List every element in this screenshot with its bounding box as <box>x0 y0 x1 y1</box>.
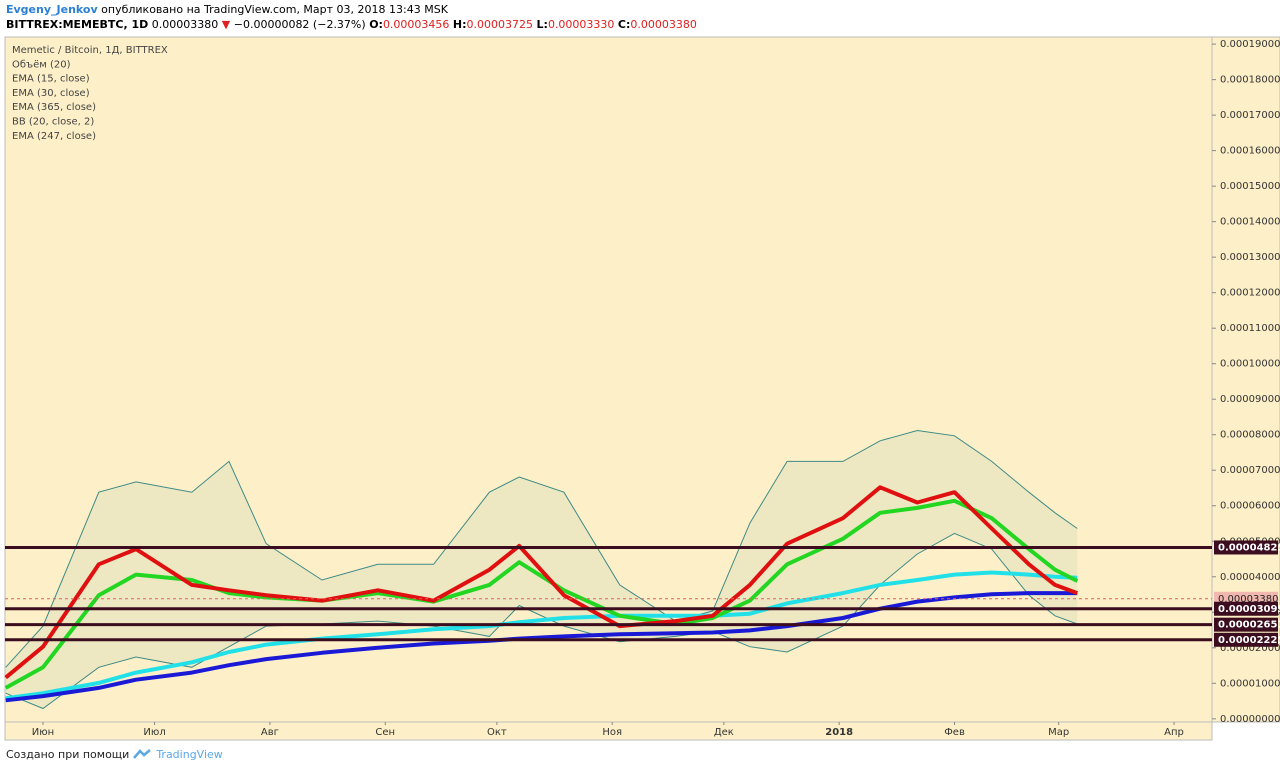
x-tick-label: Фев <box>944 727 965 738</box>
symbol-line: BITTREX:MEMEBTC, 1D 0.00003380 ▼ −0.0000… <box>6 18 697 31</box>
level-tag <box>1214 540 1278 555</box>
ema-line <box>5 570 1078 701</box>
y-tick-label: 0.00019000 <box>1220 39 1280 50</box>
plot: 0.000000000.000010000.000020000.00003000… <box>4 39 1280 738</box>
level-tag-label: 0.00004825 <box>1218 542 1280 553</box>
last: 0.00003380 <box>151 18 219 31</box>
c-label: C: <box>617 18 631 31</box>
y-tick-label: 0.00011000 <box>1220 323 1280 334</box>
publish-line: Evgeny_Jenkov опубликовано на TradingVie… <box>6 3 448 16</box>
x-tick-label: Июн <box>32 727 54 738</box>
time-axis <box>4 721 1213 741</box>
legend-entry: EMA (365, close) <box>12 102 96 113</box>
y-tick-label: 0.00013000 <box>1220 252 1280 263</box>
legend-entry: Объём (20) <box>12 59 71 70</box>
x-tick-label: Ноя <box>602 727 622 738</box>
chart: 0.000000000.000010000.000020000.00003000… <box>4 36 1280 741</box>
y-tick-label: 0.00009000 <box>1220 394 1280 405</box>
open: 0.00003456 <box>382 18 450 31</box>
y-tick-label: 0.00004000 <box>1220 572 1280 583</box>
level-tag-label: 0.00003099 <box>1218 604 1280 615</box>
legend-entry: BB (20, close, 2) <box>12 117 94 128</box>
y-tick-label: 0.00007000 <box>1220 465 1280 476</box>
y-tick-label: 0.00015000 <box>1220 181 1280 192</box>
x-tick-label: Сен <box>375 727 395 738</box>
change: −0.00000082 (−2.37%) <box>233 18 366 31</box>
x-tick-label: Авг <box>261 727 279 738</box>
published: опубликовано на TradingView.com, Март 03… <box>101 3 448 16</box>
level-tag <box>1214 617 1278 632</box>
y-tick-label: 0.00016000 <box>1220 146 1280 157</box>
y-tick-label: 0.00017000 <box>1220 110 1280 121</box>
ema-line <box>4 485 1078 680</box>
y-tick-label: 0.00008000 <box>1220 430 1280 441</box>
l-label: L: <box>536 18 548 31</box>
x-tick-label: Мар <box>1048 727 1069 738</box>
level-tag-label: 0.00002225 <box>1218 635 1280 646</box>
footer-text: Создано при помощи <box>6 748 130 761</box>
legend-entry: EMA (247, close) <box>12 131 96 142</box>
symbol: BITTREX:MEMEBTC, 1D <box>6 18 149 31</box>
x-tick-label: Дек <box>714 727 734 738</box>
o-label: O: <box>369 18 383 31</box>
ema-line <box>4 498 1079 690</box>
x-tick-label: 2018 <box>825 727 853 738</box>
x-tick-label: Июл <box>143 727 165 738</box>
down-arrow: ▼ <box>221 18 231 31</box>
x-tick-label: Апр <box>1164 727 1184 738</box>
y-tick-label: 0.00012000 <box>1220 288 1280 299</box>
low: 0.00003330 <box>547 18 615 31</box>
level-tag <box>1214 601 1278 616</box>
y-tick-label: 0.00001000 <box>1220 678 1280 689</box>
level-tag <box>1214 632 1278 647</box>
footer: Создано при помощи TradingView <box>6 746 223 761</box>
level-tag-label: 0.00002651 <box>1218 620 1280 631</box>
brand[interactable]: TradingView <box>156 748 223 761</box>
x-tick-label: Окт <box>487 727 507 738</box>
price-tag-label: 0.00003380 <box>1218 594 1278 605</box>
y-tick-label: 0.00014000 <box>1220 217 1280 228</box>
logo <box>132 749 151 759</box>
author[interactable]: Evgeny_Jenkov <box>6 3 98 16</box>
y-tick-label: 0.00010000 <box>1220 359 1280 370</box>
y-tick-label: 0.00018000 <box>1220 75 1280 86</box>
bb-upper <box>5 429 1078 668</box>
y-tick-label: 0.00000000 <box>1220 714 1280 725</box>
close: 0.00003380 <box>630 18 697 31</box>
y-tick-label: 0.00006000 <box>1220 501 1280 512</box>
legend-entry: Memetic / Bitcoin, 1Д, BITTREX <box>12 45 168 56</box>
high: 0.00003725 <box>466 18 534 31</box>
legend: Memetic / Bitcoin, 1Д, BITTREX Объём (20)… <box>12 45 168 142</box>
legend-entry: EMA (15, close) <box>12 74 90 85</box>
legend-entry: EMA (30, close) <box>12 88 90 99</box>
y-tick-label: 0.00002000 <box>1220 643 1280 654</box>
ema-line <box>5 591 1078 703</box>
h-label: H: <box>452 18 467 31</box>
